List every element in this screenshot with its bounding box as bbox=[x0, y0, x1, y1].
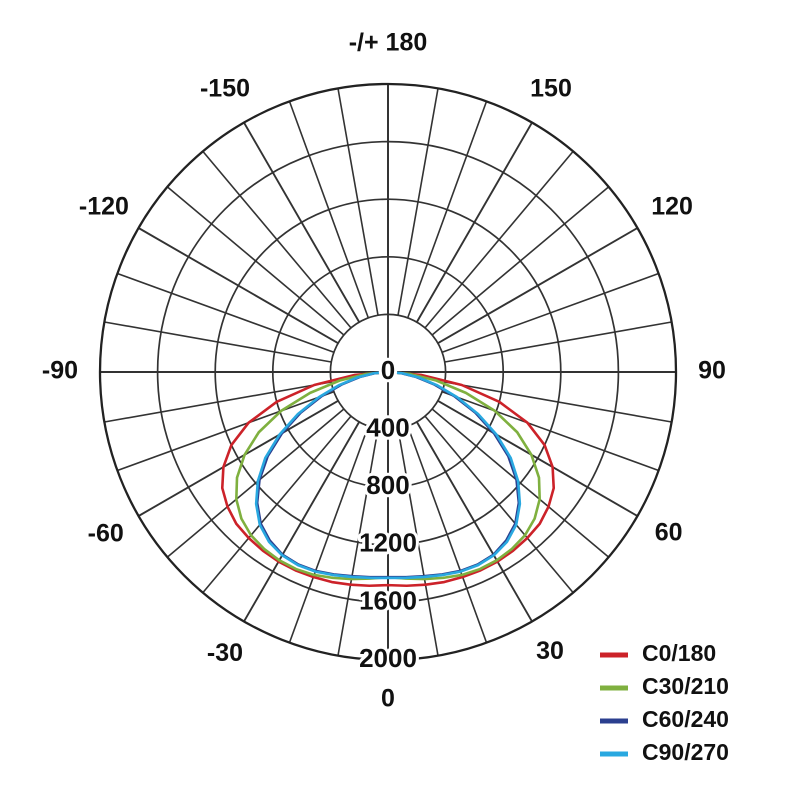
radial-tick-label-halo: 0 bbox=[381, 355, 395, 385]
chart-legend: C0/180 C30/210 C60/240 C90/270 bbox=[600, 640, 729, 765]
angle-tick-label: -/+ 180 bbox=[349, 29, 428, 57]
angle-tick-label: -120 bbox=[79, 193, 129, 221]
radial-tick-label-halo: 1200 bbox=[359, 528, 417, 558]
radial-tick-label: 2000 bbox=[359, 643, 417, 673]
radial-tick-label-halo: 400 bbox=[366, 412, 409, 442]
legend-label-c30-210[interactable]: C30/210 bbox=[642, 673, 729, 699]
radial-tick-label: 1200 bbox=[359, 528, 417, 558]
angle-tick-label: 150 bbox=[530, 74, 572, 102]
grid-ring bbox=[214, 198, 562, 546]
grid-ring bbox=[156, 140, 620, 604]
angle-tick-label: 0 bbox=[381, 685, 395, 713]
grid-ring bbox=[98, 82, 678, 662]
distribution-curves bbox=[220, 370, 556, 588]
angle-tick-label: -150 bbox=[200, 74, 250, 102]
angle-axis-labels: -/+ 180 -150 150 -120 120 -90 90 -60 60 -30 30 0 bbox=[42, 29, 726, 713]
radial-tick-label-halo: 800 bbox=[366, 470, 409, 500]
angle-tick-label: -60 bbox=[88, 520, 124, 548]
radial-tick-label-halo: 2000 bbox=[359, 643, 417, 673]
angle-tick-label: 30 bbox=[536, 637, 564, 665]
grid-ring bbox=[329, 313, 447, 431]
curve-c0-180 bbox=[220, 370, 556, 588]
radial-tick-label: 1600 bbox=[359, 585, 417, 615]
curve-c90-270 bbox=[254, 370, 522, 580]
legend-label-c90-270[interactable]: C90/270 bbox=[642, 739, 729, 765]
grid-ring bbox=[271, 255, 505, 489]
angle-tick-label: 120 bbox=[651, 193, 693, 221]
legend-label-c60-240[interactable]: C60/240 bbox=[642, 706, 729, 732]
radial-tick-label-halo: 1600 bbox=[359, 585, 417, 615]
legend-label-c0-180[interactable]: C0/180 bbox=[642, 640, 716, 666]
radial-tick-label: 400 bbox=[366, 412, 409, 442]
radial-tick-label: 800 bbox=[366, 470, 409, 500]
angle-tick-label: -90 bbox=[42, 357, 78, 385]
angle-tick-label: 60 bbox=[655, 519, 683, 547]
radial-tick-label: 0 bbox=[381, 355, 395, 385]
angle-tick-label: 90 bbox=[698, 357, 726, 385]
angle-tick-label: -30 bbox=[207, 639, 243, 667]
polar-grid bbox=[98, 82, 678, 662]
